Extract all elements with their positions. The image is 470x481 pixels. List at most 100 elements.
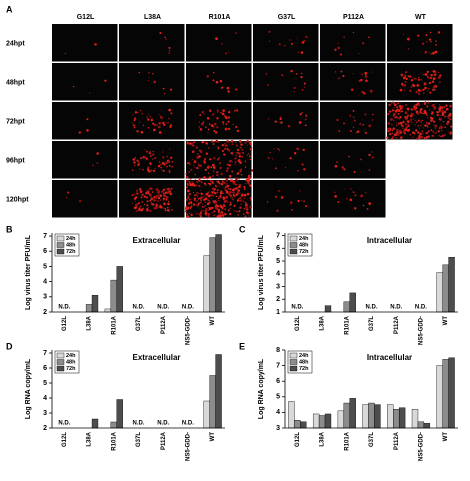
legend-label: 72h [66, 249, 76, 255]
cell-signal [145, 196, 148, 199]
cell-signal [206, 117, 210, 120]
cell-signal [296, 37, 298, 39]
cell-signal [410, 118, 412, 120]
cell-signal [268, 118, 270, 120]
cell-signal [229, 175, 232, 177]
cell-signal [163, 123, 166, 126]
cell-signal [432, 51, 435, 55]
cell-signal [423, 109, 427, 113]
micrograph [52, 102, 118, 140]
cell-signal [278, 43, 281, 46]
cell-signal [303, 82, 306, 85]
nd-label: N.D. [415, 305, 427, 311]
bar [374, 404, 381, 429]
cell-signal [343, 122, 345, 125]
cell-signal [218, 182, 221, 185]
bar [318, 415, 326, 429]
cell-signal [349, 198, 353, 202]
cell-signal [401, 105, 404, 108]
cell-signal [135, 192, 139, 195]
legend-swatch [289, 248, 298, 255]
cell-signal [148, 189, 150, 191]
cell-signal [217, 197, 220, 200]
cell-signal [396, 129, 399, 132]
cell-signal [358, 79, 361, 82]
cell-signal [199, 114, 202, 116]
cell-signal [186, 213, 188, 216]
cell-signal [388, 110, 392, 113]
cell-signal [362, 204, 365, 207]
x-tick-label: NS5-GDD- [419, 432, 425, 461]
cell-signal [242, 200, 245, 203]
cell-signal [198, 162, 200, 164]
cell-signal [369, 89, 373, 93]
micrograph [387, 24, 453, 62]
cell-signal [132, 203, 134, 205]
cell-signal [197, 202, 200, 205]
cell-signal [189, 142, 192, 145]
cell-signal [196, 191, 198, 194]
cell-signal [446, 108, 448, 111]
cell-signal [368, 202, 372, 206]
cell-signal [414, 108, 417, 111]
cell-signal [161, 190, 164, 193]
cell-signal [431, 80, 435, 83]
y-tick-label: 7 [43, 350, 47, 357]
cell-signal [185, 173, 188, 175]
cell-signal [343, 168, 346, 171]
nd-label: N.D. [133, 421, 145, 427]
cell-signal [402, 130, 406, 133]
cell-signal [188, 212, 191, 215]
cell-signal [364, 131, 367, 134]
bar [288, 401, 295, 429]
cell-signal [368, 36, 370, 39]
cell-signal [354, 194, 357, 197]
cell-signal [213, 214, 215, 216]
micrograph [119, 141, 185, 179]
cell-signal [395, 109, 398, 112]
x-tick-label: L38A [87, 315, 93, 330]
cell-signal [411, 121, 413, 124]
cell-signal [221, 208, 224, 211]
cell-signal [236, 210, 238, 213]
cell-signal [210, 140, 214, 143]
cell-signal [218, 199, 220, 202]
cell-signal [207, 182, 210, 185]
cell-signal [421, 119, 424, 122]
cell-signal [208, 199, 210, 202]
cell-signal [399, 129, 402, 133]
cell-signal [162, 169, 165, 172]
cell-signal [238, 198, 240, 200]
cell-signal [432, 111, 434, 114]
cell-signal [207, 199, 209, 201]
cell-signal [140, 130, 144, 134]
cell-signal [423, 102, 427, 105]
y-tick-label: 2 [276, 296, 280, 303]
y-axis-label: Log virus titer PFU/mL [258, 234, 265, 310]
legend-swatch [289, 352, 298, 359]
cell-signal [246, 155, 248, 157]
cell-signal [407, 75, 410, 78]
cell-signal [371, 71, 373, 73]
cell-signal [413, 132, 416, 135]
cell-signal [430, 40, 432, 43]
cell-signal [240, 143, 243, 146]
cell-signal [166, 121, 168, 123]
cell-signal [412, 84, 416, 87]
nd-label: N.D. [58, 305, 70, 311]
cell-signal [426, 105, 429, 108]
cell-signal [135, 206, 138, 209]
cell-signal [433, 124, 435, 126]
cell-signal [356, 130, 360, 133]
cell-signal [407, 123, 410, 127]
cell-signal [217, 210, 220, 213]
legend-label: 24h [66, 236, 76, 242]
cell-signal [244, 166, 247, 168]
cell-signal [427, 76, 430, 79]
cell-signal [406, 107, 409, 110]
cell-signal [392, 101, 394, 103]
cell-signal [216, 158, 220, 161]
cell-signal [212, 113, 215, 116]
y-tick-label: 4 [276, 409, 280, 416]
cell-signal [247, 181, 250, 185]
